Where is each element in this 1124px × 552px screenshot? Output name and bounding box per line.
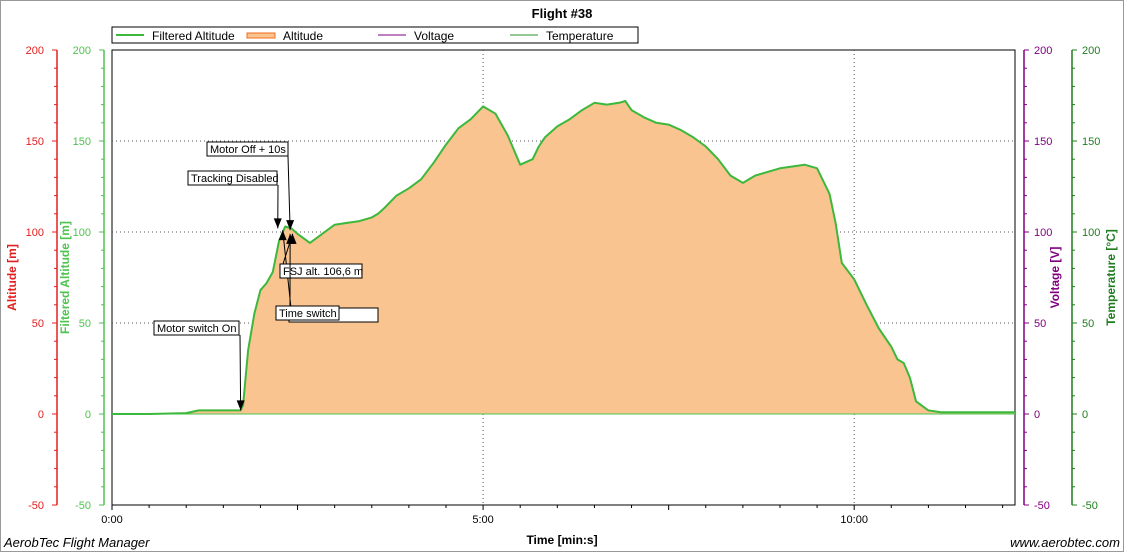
legend-label: Voltage (414, 29, 454, 43)
altitude-tick-label: 150 (26, 136, 44, 148)
voltage-tick-label: 200 (1034, 45, 1052, 57)
voltage-tick-label: 0 (1034, 409, 1040, 421)
annotation-box (206, 141, 289, 157)
axes-layer: 0:00 5:00 10:00 -50 0 50 100 150 200 Altitude [m]… (5, 45, 1118, 526)
temperature-tick-label: 200 (1082, 45, 1100, 57)
voltage-tick-label: 150 (1034, 136, 1052, 148)
annotation-box (153, 320, 240, 336)
x-tick-label: 5:00 (472, 514, 493, 526)
temperature-axis-title: Temperature [°C] (1104, 229, 1118, 326)
annotation-box (187, 170, 278, 186)
legend: Filtered Altitude Altitude Voltage Temperat… (111, 26, 639, 44)
annotation-box (279, 263, 363, 279)
annotation-box (275, 305, 340, 321)
filtered_altitude-tick-label: 0 (85, 409, 91, 421)
temperature-tick-label: 100 (1082, 227, 1100, 239)
filtered_altitude-tick-label: -50 (75, 500, 91, 512)
annotation-label: Tracking Disabled (191, 173, 279, 185)
filtered_altitude-tick-label: 200 (73, 45, 91, 57)
voltage-tick-label: 50 (1034, 318, 1046, 330)
voltage-axis-title: Voltage [V] (1048, 247, 1062, 309)
altitude-tick-label: 0 (38, 409, 44, 421)
filtered_altitude-tick-label: 150 (73, 136, 91, 148)
altitude-tick-label: 100 (26, 227, 44, 239)
voltage-tick-label: 100 (1034, 227, 1052, 239)
annotation-arrow (286, 220, 295, 231)
temperature-tick-label: 50 (1082, 318, 1094, 330)
x-axis-title: Time [min:s] (526, 533, 597, 547)
filtered_altitude-tick-label: 100 (73, 227, 91, 239)
legend-label: Altitude (283, 29, 323, 43)
x-tick-label: 0:00 (101, 514, 122, 526)
legend-label: Filtered Altitude (152, 29, 235, 43)
annotation-arrow (236, 400, 245, 411)
temperature-tick-label: 150 (1082, 136, 1100, 148)
annotation-arrow (273, 218, 282, 229)
filtered_altitude-axis-title: Filtered Altitude [m] (58, 221, 72, 334)
altitude-tick-label: 50 (32, 318, 44, 330)
footer-app-name: AerobTec Flight Manager (3, 535, 150, 550)
altitude-tick-label: -50 (28, 500, 44, 512)
altitude-tick-label: 200 (26, 45, 44, 57)
annotation-arrow (278, 230, 287, 241)
legend-box (111, 26, 639, 44)
annotation-label: Motor Off + 10s (210, 144, 286, 156)
annotation-label: Time switch (279, 308, 337, 320)
altitude-area (112, 101, 1015, 414)
altitude-axis-title: Altitude [m] (5, 244, 19, 311)
filtered_altitude-tick-label: 50 (79, 318, 91, 330)
x-tick-label: 10:00 (840, 514, 868, 526)
legend-swatch (246, 32, 276, 39)
temperature-tick-label: 0 (1082, 409, 1088, 421)
legend-label: Temperature (546, 29, 614, 43)
annotation-leader (287, 155, 291, 231)
annotation-leader (239, 334, 242, 411)
chart-title: Flight #38 (532, 6, 593, 21)
annotation-label: Motor switch On (157, 323, 236, 335)
footer-website: www.aerobtec.com (1010, 535, 1120, 550)
annotation-arrow (286, 233, 295, 244)
temperature-tick-label: -50 (1082, 500, 1098, 512)
annotation-label: FSJ alt. 106,6 m (283, 266, 363, 278)
voltage-tick-label: -50 (1034, 500, 1050, 512)
